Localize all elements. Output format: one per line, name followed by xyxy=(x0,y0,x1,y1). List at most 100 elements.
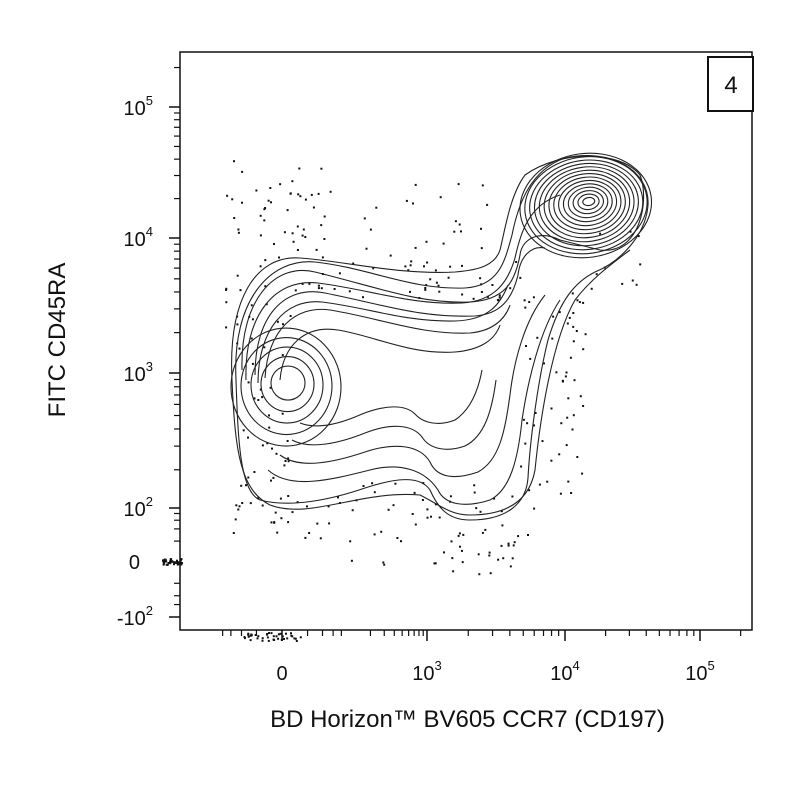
event-dot xyxy=(527,534,529,536)
event-dot xyxy=(498,296,501,299)
event-dot xyxy=(491,284,494,286)
event-dot xyxy=(453,230,456,233)
axis-event xyxy=(249,634,252,637)
axis-event xyxy=(299,636,302,639)
event-dot xyxy=(572,325,575,328)
event-dot xyxy=(480,247,483,250)
event-dot xyxy=(501,524,504,527)
axis-event xyxy=(173,561,176,564)
axis-event xyxy=(256,637,259,640)
event-dot xyxy=(571,428,574,431)
y-tick-label: 104 xyxy=(124,224,153,251)
event-dot xyxy=(238,347,241,350)
event-dot xyxy=(576,456,579,458)
event-dot xyxy=(267,199,270,202)
event-dot xyxy=(275,452,278,455)
event-dot xyxy=(422,482,425,485)
contour-upper-right xyxy=(577,193,600,211)
event-dot xyxy=(375,206,378,209)
event-dot xyxy=(259,388,262,391)
y-tick-label: 0 xyxy=(129,552,140,574)
event-dot xyxy=(480,227,482,230)
event-dot xyxy=(457,183,460,186)
event-dot xyxy=(582,348,585,351)
event-dot xyxy=(575,330,578,332)
event-dot xyxy=(496,299,499,301)
event-dot xyxy=(513,541,516,544)
event-dot xyxy=(555,371,558,374)
event-dot xyxy=(296,225,299,228)
gate-number: 4 xyxy=(724,72,737,99)
contour-outer xyxy=(235,155,649,521)
contour-upper-right xyxy=(562,183,613,223)
event-dot xyxy=(459,545,461,548)
event-dot xyxy=(372,267,375,270)
event-dot xyxy=(421,499,424,501)
event-dot xyxy=(437,284,440,287)
x-tick-label: 104 xyxy=(550,658,579,685)
event-dot xyxy=(289,315,292,317)
event-dot xyxy=(572,312,575,314)
event-dot xyxy=(251,318,254,321)
event-dot xyxy=(263,219,266,222)
event-dot xyxy=(225,288,227,291)
axis-event xyxy=(247,633,250,636)
event-dot xyxy=(449,495,452,498)
event-dot xyxy=(502,557,505,560)
event-dot xyxy=(413,491,416,494)
event-dot xyxy=(250,304,253,307)
event-dot xyxy=(538,483,541,486)
event-dot xyxy=(567,480,570,483)
event-dot xyxy=(400,540,402,543)
event-dot xyxy=(236,274,239,277)
event-dot xyxy=(308,532,311,534)
event-dot xyxy=(572,340,575,343)
event-dot xyxy=(560,422,563,425)
contour-upper-right xyxy=(558,179,618,227)
event-dot xyxy=(479,277,482,280)
event-dot xyxy=(473,491,476,494)
event-dot xyxy=(281,412,284,415)
event-dot xyxy=(462,533,465,536)
event-dot xyxy=(321,256,324,259)
event-dot xyxy=(584,333,587,336)
event-dot xyxy=(590,287,593,290)
axis-event xyxy=(163,560,165,563)
event-dot xyxy=(287,460,290,463)
axis-event xyxy=(163,562,166,565)
event-dot xyxy=(352,262,355,265)
event-dot xyxy=(237,231,240,234)
event-dot xyxy=(410,260,413,263)
event-dot xyxy=(351,509,354,512)
event-dot xyxy=(434,269,437,272)
event-dot xyxy=(488,554,491,557)
event-dot xyxy=(473,484,476,487)
axis-event xyxy=(176,559,178,562)
contour-upper-right xyxy=(529,159,644,251)
event-dot xyxy=(387,508,390,511)
event-dot xyxy=(292,240,295,243)
event-dot xyxy=(237,508,240,511)
event-dot xyxy=(489,572,492,575)
event-dot xyxy=(438,516,441,519)
event-dots xyxy=(225,160,642,576)
contour-lines xyxy=(230,152,653,521)
event-dot xyxy=(302,228,305,231)
axis-event xyxy=(173,563,175,566)
axis-event xyxy=(257,635,260,638)
axis-event xyxy=(294,637,297,640)
event-dot xyxy=(533,424,535,427)
event-dot xyxy=(289,192,292,195)
event-dot xyxy=(317,287,320,290)
event-dot xyxy=(281,354,284,357)
event-dot xyxy=(257,497,260,500)
event-dot xyxy=(247,436,249,439)
contour-outer xyxy=(257,284,509,384)
event-dot xyxy=(526,422,529,425)
event-dot xyxy=(362,296,364,299)
event-dot xyxy=(488,551,491,554)
event-dot xyxy=(434,562,437,565)
axis-event xyxy=(275,635,278,638)
axis-event xyxy=(180,563,183,566)
